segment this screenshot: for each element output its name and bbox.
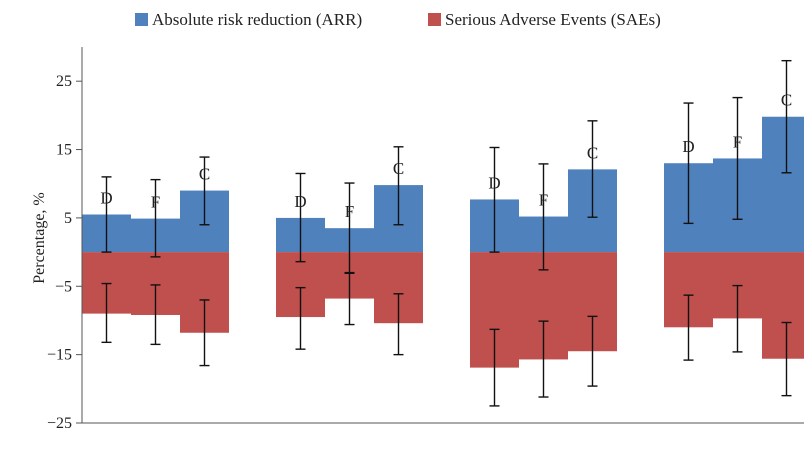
sae-error-bar — [199, 299, 210, 367]
arr-error-bar — [732, 96, 743, 220]
sae-error-bar — [683, 294, 694, 361]
bar-label: D — [100, 188, 112, 207]
sae-error-bar — [732, 284, 743, 353]
bar-label: C — [587, 143, 598, 162]
bar-label: F — [539, 191, 548, 210]
sae-error-bar — [781, 321, 792, 397]
sae-error-bar — [295, 286, 306, 350]
y-tick-label: 15 — [56, 142, 72, 159]
y-axis-label: Percentage, % — [31, 192, 48, 284]
y-tick-label: −15 — [47, 347, 72, 364]
sae-error-bar — [344, 271, 355, 326]
arr-bar — [762, 116, 804, 253]
axis-layer: Percentage, % 25 15 5 −5 −15 −25 — [31, 47, 804, 432]
sae-error-bar — [101, 282, 112, 344]
bar-label: C — [781, 91, 792, 110]
y-tick-label: −25 — [47, 415, 72, 432]
y-tick-label: 25 — [56, 73, 72, 90]
bar-label: D — [294, 192, 306, 211]
arr-error-bar — [587, 120, 598, 218]
bar-label: F — [151, 193, 160, 212]
bars-layer — [82, 116, 804, 368]
bar-label: C — [393, 159, 404, 178]
y-tick-label: 5 — [64, 210, 72, 227]
arr-error-bar — [538, 163, 549, 271]
bar-label: D — [488, 173, 500, 192]
sae-error-bar — [538, 320, 549, 398]
sae-error-bar — [489, 328, 500, 407]
legend-swatch-sae — [428, 13, 441, 26]
sae-error-bar — [150, 284, 161, 346]
arr-error-bar — [295, 172, 306, 263]
arr-error-bar — [199, 156, 210, 226]
legend-label-arr: Absolute risk reduction (ARR) — [152, 10, 362, 29]
arr-error-bar — [683, 102, 694, 225]
arr-error-bar — [101, 176, 112, 253]
bar-label: F — [733, 132, 742, 151]
arr-error-bar — [150, 178, 161, 258]
arr-error-bar — [393, 146, 404, 226]
legend-swatch-arr — [135, 13, 148, 26]
y-tick-label: −5 — [55, 278, 72, 295]
bar-label: F — [345, 202, 354, 221]
bar-labels-layer: D F C D F C D F C D F C — [100, 91, 792, 221]
sae-bar — [762, 252, 804, 359]
bar-label: D — [682, 137, 694, 156]
legend-label-sae: Serious Adverse Events (SAEs) — [445, 10, 661, 29]
arr-error-bar — [781, 59, 792, 174]
error-bars-layer — [101, 59, 792, 407]
legend: Absolute risk reduction (ARR) Serious Ad… — [135, 10, 661, 29]
arr-error-bar — [489, 146, 500, 253]
bar-label: C — [199, 165, 210, 184]
sae-error-bar — [393, 293, 404, 356]
sae-error-bar — [587, 315, 598, 387]
